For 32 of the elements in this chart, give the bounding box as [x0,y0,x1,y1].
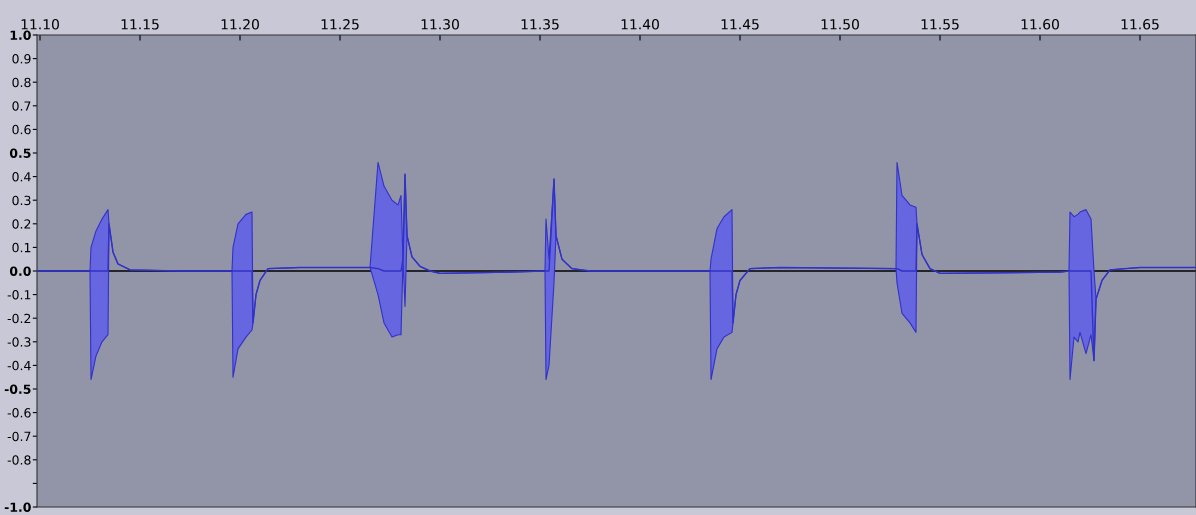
y-tick-label: 0.8 [12,77,31,88]
y-tick-label: 1.0 [10,30,31,40]
y-tick-label: 0.2 [12,219,31,229]
y-tick-label: -0.2 [7,313,31,324]
x-tick-label: 11.55 [921,19,959,30]
y-tick-label: 0.0 [9,266,31,276]
x-tick-label: 11.65 [1121,19,1159,30]
x-tick-label: 11.60 [1021,19,1059,30]
y-tick-label: 0.6 [12,124,31,135]
y-tick-label: -1.0 [4,502,31,512]
x-tick-label: 11.40 [621,19,659,30]
y-tick-label: 0.5 [9,148,31,158]
y-tick-label: 0.9 [12,54,31,64]
y-tick-label: -0.3 [7,337,31,347]
x-tick-label: 11.30 [421,19,459,30]
x-tick-label: 11.20 [221,19,259,30]
y-tick-label: -0.1 [7,290,31,300]
y-tick-label: -0.7 [7,431,31,442]
x-tick-label: 11.50 [821,19,859,30]
y-tick-label: -0.8 [7,455,31,465]
x-tick-label: 11.25 [321,19,359,30]
y-tick-label: 0.1 [12,242,31,253]
x-tick-label: 11.45 [721,19,759,30]
y-tick-label: -0.6 [7,408,31,418]
x-tick-label: 11.35 [521,19,559,30]
y-tick-label: 0.4 [12,172,31,182]
x-tick-label: 11.15 [121,19,159,30]
y-tick-label: -0.4 [7,360,31,371]
y-tick-label: 0.7 [12,101,31,111]
x-tick-label: 11.10 [21,19,59,30]
y-tick-label: -0.5 [4,384,31,394]
y-tick-label: 0.3 [12,195,31,206]
